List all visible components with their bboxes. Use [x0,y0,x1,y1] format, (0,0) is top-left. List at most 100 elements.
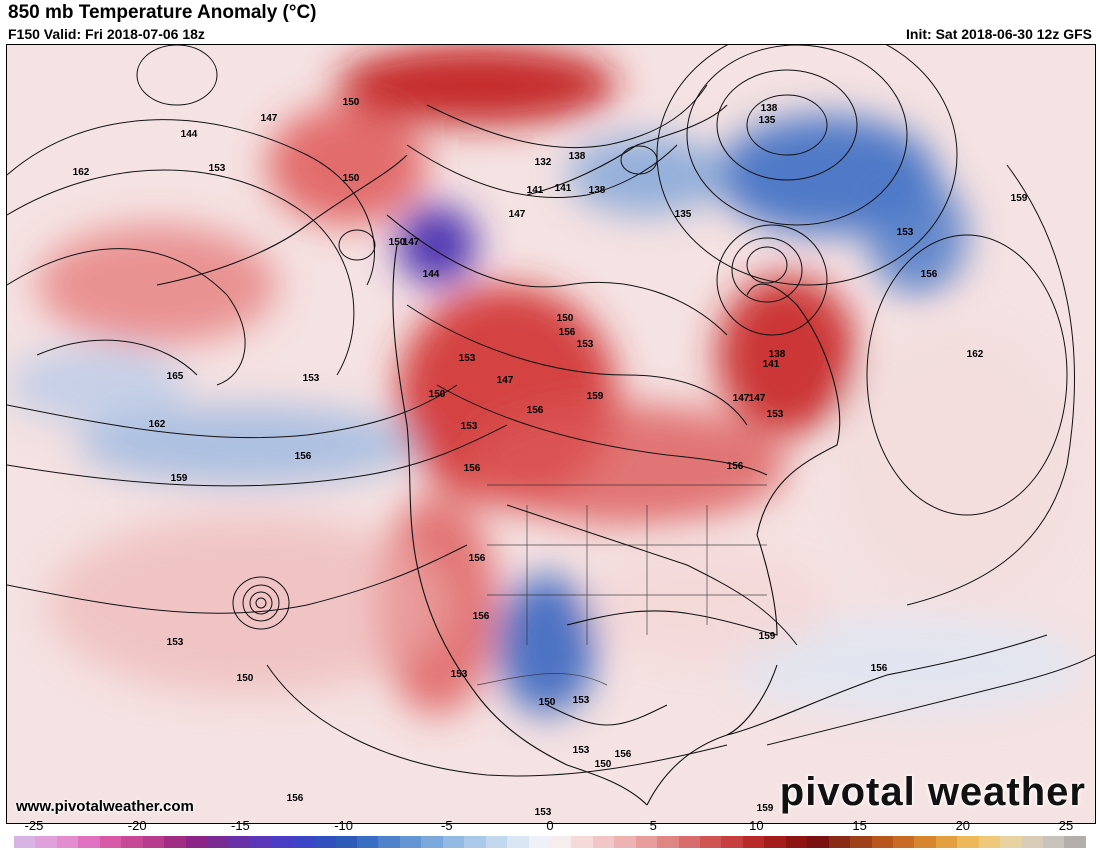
contour-line [716,69,858,181]
contour-line [686,45,908,226]
contour-label: 135 [759,115,776,126]
colorbar-swatch [1043,836,1065,848]
colorbar-swatch [399,836,422,848]
colorbar-swatch [1000,836,1022,848]
contour-label: 159 [1011,193,1028,204]
colorbar-swatch [35,836,57,848]
contour-label: 153 [577,339,594,350]
colorbar-swatch [464,836,486,848]
colorbar-swatch [635,836,658,848]
contour-line [766,654,1095,746]
colorbar-swatch [249,836,272,848]
gulf-coast-path [646,664,778,806]
contour-label: 153 [459,353,476,364]
contour-label: 162 [73,167,90,178]
colorbar-swatch [850,836,872,848]
contour-label: 138 [589,185,606,196]
colorbar-swatch [721,836,743,848]
contour-label: 159 [171,473,188,484]
contour-line [136,45,218,106]
contour-label: 150 [429,389,446,400]
contour-label: 162 [967,349,984,360]
height-contours [7,45,1095,777]
contour-line [232,576,290,630]
colorbar-swatch [592,836,615,848]
contour-line [7,424,508,487]
colorbar-tick-label: -10 [334,818,353,833]
contour-label: 150 [389,237,406,248]
colorbar-swatch [142,836,165,848]
contour-line [656,45,958,286]
colorbar-swatch [507,836,529,848]
colorbar-ticks: -25 -20 -15 -10 -5 0 5 10 15 20 25 [14,818,1086,834]
anomaly-field [7,45,1087,715]
contour-label: 138 [769,349,786,360]
colorbar-swatch [678,836,700,848]
contour-line [436,384,768,476]
contour-line [266,664,728,777]
contour-label: 153 [451,669,468,680]
contour-label: 153 [461,421,478,432]
colorbar-tick-label: 0 [546,818,554,833]
contour-line [7,119,375,286]
contour-label: 153 [573,695,590,706]
contour-label: 156 [473,611,490,622]
contour-label: 147 [261,113,278,124]
colorbar-tick-label: 5 [649,818,657,833]
colorbar-swatch [764,836,786,848]
contour-line [249,591,273,615]
contour-label: 150 [343,97,360,108]
contour-line [506,504,798,646]
colorbar-swatch [914,836,936,848]
colorbar-swatch [357,836,379,848]
contour-line [620,145,658,175]
contour-label: 159 [587,391,604,402]
colorbar-swatch [292,836,315,848]
contour-line [406,304,748,426]
us-mexico-border [476,673,608,686]
contour-line [426,84,708,149]
contour-label: 147 [749,393,766,404]
contour-line [546,704,668,726]
contour-label: 153 [209,163,226,174]
contour-line [338,229,376,261]
colorbar-swatch [164,836,186,848]
colorbar-swatch [56,836,79,848]
colorbar-tick-label: -5 [441,818,453,833]
colorbar-swatch [614,836,636,848]
colorbar-swatch [700,836,722,848]
colorbar-tick-label: -25 [24,818,44,833]
colorbar-swatch [314,836,336,848]
colorbar-swatch [657,836,679,848]
contour-label: 156 [727,461,744,472]
colorbar-swatch [871,836,893,848]
contour-label: 153 [767,409,784,420]
contour-line [746,246,788,284]
contour-label: 153 [167,637,184,648]
anomaly-map: 144 147 150 150 153 162 165 162 159 153 156 150 147 1… [6,44,1096,824]
colorbar [14,836,1086,848]
contour-line [7,169,355,376]
contour-label: 159 [757,803,774,814]
colorbar-swatch [121,836,143,848]
colorbar-swatch [978,836,1001,848]
contour-line [716,224,828,336]
contour-label: 156 [295,451,312,462]
contour-line [36,339,198,376]
contour-label: 156 [527,405,544,416]
contour-label: 156 [287,793,304,804]
coastlines-outline [156,104,1048,806]
colorbar-tick-label: -15 [230,818,250,833]
colorbar-tick-label: 25 [1058,818,1074,833]
colorbar-swatch [78,836,100,848]
colorbar-swatch [742,836,765,848]
contour-line [406,144,678,198]
contour-label: 153 [303,373,320,384]
contour-label: 159 [759,631,776,642]
contour-label: 141 [527,185,544,196]
contour-label: 144 [423,269,440,280]
contour-line [731,237,803,303]
contour-line [7,544,468,614]
colorbar-swatch [935,836,958,848]
contour-label: 156 [921,269,938,280]
